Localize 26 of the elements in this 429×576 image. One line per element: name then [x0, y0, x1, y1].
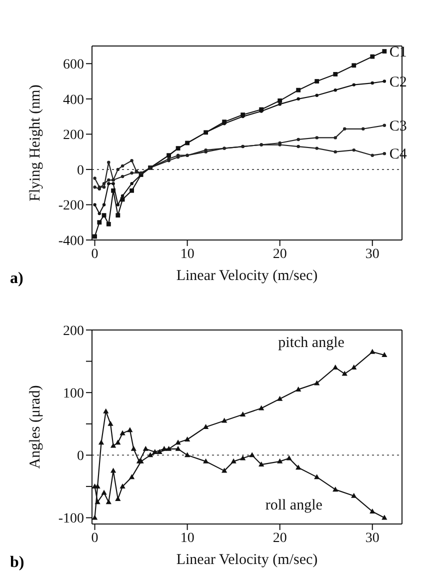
x-tick-label: 30	[365, 246, 380, 262]
series-label: roll angle	[265, 498, 323, 514]
y-axis-title: Flying Height (nm)	[27, 84, 44, 202]
x-tick-label: 30	[365, 530, 380, 546]
x-axis-title: Linear Velocity (m/sec)	[176, 552, 318, 568]
y-tick-label: 200	[63, 324, 84, 339]
y-tick-label: 600	[63, 58, 84, 73]
series-label: pitch angle	[278, 335, 345, 352]
y-tick-label: 100	[63, 386, 84, 402]
y-tick-label: 0	[77, 163, 84, 178]
x-tick-label: 20	[272, 246, 287, 262]
y-tick-label: 200	[63, 128, 84, 144]
text: b)	[10, 554, 24, 572]
y-tick-label: 400	[63, 92, 84, 108]
y-axis-title: Angles (μrad)	[27, 385, 44, 469]
x-tick-label: 0	[91, 530, 98, 546]
y-tick-label: -400	[58, 234, 84, 249]
y-tick-label: -100	[58, 512, 84, 527]
x-tick-label: 0	[91, 246, 98, 262]
x-tick-label: 10	[180, 246, 194, 262]
y-tick-label: 0	[77, 449, 84, 464]
x-axis-title: Linear Velocity (m/sec)	[176, 268, 318, 284]
x-tick-label: 10	[180, 530, 194, 546]
y-tick-label: -200	[58, 198, 84, 214]
text: a)	[10, 270, 24, 288]
x-tick-label: 20	[272, 530, 287, 546]
